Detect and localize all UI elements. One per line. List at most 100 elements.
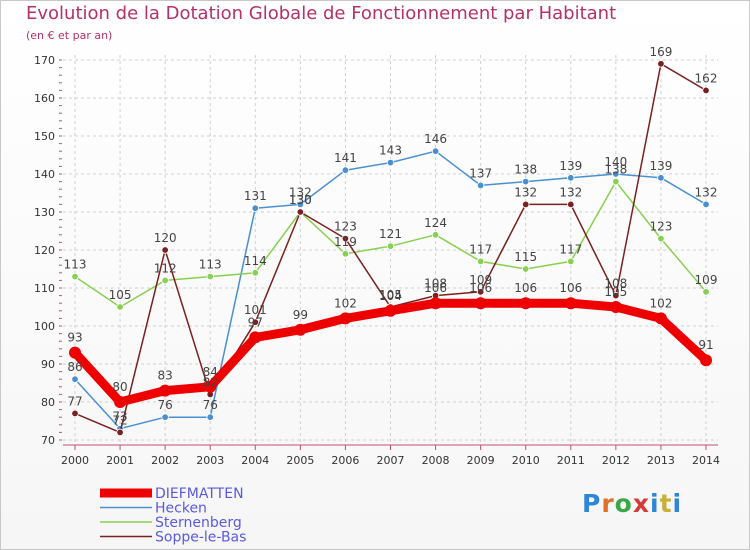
data-label-hecken: 137 bbox=[469, 166, 492, 180]
point-diefmatten-2009 bbox=[474, 297, 487, 310]
x-tick-label: 2012 bbox=[602, 454, 630, 467]
point-soppe-le-bas-2012 bbox=[612, 291, 620, 300]
data-label-diefmatten: 105 bbox=[604, 285, 627, 299]
point-sternenberg-2004 bbox=[251, 269, 259, 277]
brand-letter: t bbox=[659, 489, 673, 518]
data-label-soppe-le-bas: 130 bbox=[289, 193, 312, 207]
data-label-hecken: 76 bbox=[203, 398, 218, 412]
data-label-hecken: 73 bbox=[112, 410, 127, 424]
point-sternenberg-2000 bbox=[71, 272, 79, 281]
data-label-soppe-le-bas: 123 bbox=[334, 220, 357, 234]
data-label-sternenberg: 123 bbox=[649, 220, 672, 234]
point-sternenberg-2009 bbox=[476, 257, 485, 266]
y-tick-label: 110 bbox=[34, 282, 55, 295]
proxiti-logo: Proxiti bbox=[582, 489, 682, 518]
data-label-diefmatten: 97 bbox=[248, 315, 263, 329]
legend-label-sternenberg: Sternenberg bbox=[155, 515, 242, 531]
data-label-sternenberg: 121 bbox=[379, 227, 402, 241]
chart-title: Evolution de la Dotation Globale de Fonc… bbox=[26, 3, 617, 24]
legend-label-hecken: Hecken bbox=[155, 501, 207, 517]
x-tick-label: 2014 bbox=[692, 454, 720, 467]
data-label-hecken: 146 bbox=[424, 132, 447, 146]
point-sternenberg-2014 bbox=[702, 288, 710, 296]
point-soppe-le-bas-2010 bbox=[522, 200, 530, 209]
data-label-hecken: 138 bbox=[514, 163, 537, 177]
point-diefmatten-2008 bbox=[429, 297, 442, 310]
data-label-diefmatten: 99 bbox=[293, 308, 308, 322]
point-diefmatten-2001 bbox=[114, 396, 127, 408]
y-tick-label: 130 bbox=[34, 206, 55, 219]
point-soppe-le-bas-2002 bbox=[161, 246, 169, 254]
y-tick-label: 170 bbox=[34, 54, 55, 67]
data-label-diefmatten: 102 bbox=[649, 296, 672, 310]
data-label-hecken: 132 bbox=[695, 185, 718, 199]
y-tick-label: 150 bbox=[34, 130, 55, 143]
x-tick-label: 2007 bbox=[377, 454, 405, 467]
chart-subtitle: (en € et par an) bbox=[26, 29, 113, 42]
data-label-soppe-le-bas: 77 bbox=[67, 394, 82, 408]
data-label-hecken: 139 bbox=[649, 159, 672, 173]
data-label-sternenberg: 138 bbox=[604, 163, 627, 177]
data-label-diefmatten: 91 bbox=[698, 338, 713, 352]
x-tick-label: 2008 bbox=[422, 454, 450, 467]
point-soppe-le-bas-2001 bbox=[116, 428, 124, 437]
data-label-hecken: 143 bbox=[379, 144, 402, 158]
data-label-sternenberg: 113 bbox=[199, 258, 222, 272]
data-label-diefmatten: 106 bbox=[514, 281, 537, 295]
point-hecken-2006 bbox=[341, 166, 350, 174]
point-soppe-le-bas-2006 bbox=[341, 234, 350, 243]
point-diefmatten-2000 bbox=[69, 346, 81, 359]
point-sternenberg-2007 bbox=[386, 242, 395, 250]
brand-letter: o bbox=[614, 489, 633, 518]
y-tick-label: 160 bbox=[34, 92, 55, 105]
legend-label-soppe-le-bas: Soppe-le-Bas bbox=[155, 530, 246, 546]
data-label-soppe-le-bas: 132 bbox=[559, 185, 582, 199]
brand-letter: i bbox=[650, 489, 660, 518]
data-label-diefmatten: 93 bbox=[67, 331, 82, 345]
data-label-sternenberg: 119 bbox=[334, 235, 357, 249]
x-tick-label: 2009 bbox=[467, 454, 495, 467]
point-hecken-2009 bbox=[476, 181, 485, 190]
x-tick-label: 2006 bbox=[331, 454, 359, 467]
data-labels: 86 73 76 76 131 132 141 143 146 137 138 139 140 139 13… bbox=[64, 45, 718, 428]
point-diefmatten-2010 bbox=[519, 297, 532, 310]
x-axis-ticks: 2000 2001 2002 2003 2004 2005 2006 2007 2008 2009… bbox=[61, 454, 720, 467]
data-label-diefmatten: 84 bbox=[203, 365, 218, 379]
x-tick-label: 2005 bbox=[286, 454, 314, 467]
data-label-soppe-le-bas: 120 bbox=[154, 231, 177, 245]
point-hecken-2000 bbox=[71, 375, 79, 383]
point-diefmatten-2006 bbox=[339, 312, 352, 325]
brand-letter: r bbox=[601, 489, 615, 518]
data-label-soppe-le-bas: 82 bbox=[203, 375, 218, 389]
data-label-soppe-le-bas: 108 bbox=[424, 277, 447, 291]
point-sternenberg-2008 bbox=[431, 231, 440, 239]
point-hecken-2002 bbox=[161, 413, 169, 421]
point-sternenberg-2010 bbox=[522, 265, 530, 273]
point-soppe-le-bas-2011 bbox=[567, 200, 575, 209]
point-diefmatten-2013 bbox=[654, 312, 667, 325]
point-sternenberg-2012 bbox=[612, 177, 620, 186]
data-label-hecken: 140 bbox=[604, 155, 627, 169]
data-label-sternenberg: 109 bbox=[695, 273, 718, 287]
point-diefmatten-2005 bbox=[294, 323, 307, 336]
data-label-sternenberg: 105 bbox=[109, 288, 132, 302]
point-diefmatten-2011 bbox=[564, 297, 577, 310]
data-label-sternenberg: 117 bbox=[469, 242, 492, 256]
data-label-soppe-le-bas: 108 bbox=[604, 277, 627, 291]
y-tick-label: 100 bbox=[34, 320, 55, 333]
point-sternenberg-2001 bbox=[116, 303, 124, 311]
point-soppe-le-bas-2000 bbox=[71, 409, 79, 418]
brand-letter: i bbox=[672, 489, 683, 518]
point-hecken-2011 bbox=[567, 174, 575, 182]
point-hecken-2014 bbox=[702, 200, 710, 209]
point-hecken-2013 bbox=[657, 174, 665, 182]
y-tick-label: 70 bbox=[41, 434, 55, 447]
data-label-hecken: 132 bbox=[289, 185, 312, 199]
point-diefmatten-2002 bbox=[159, 384, 172, 397]
x-tick-label: 2013 bbox=[647, 454, 675, 467]
data-label-sternenberg: 130 bbox=[289, 193, 312, 207]
series-group bbox=[69, 60, 712, 437]
point-hecken-2003 bbox=[206, 413, 214, 421]
